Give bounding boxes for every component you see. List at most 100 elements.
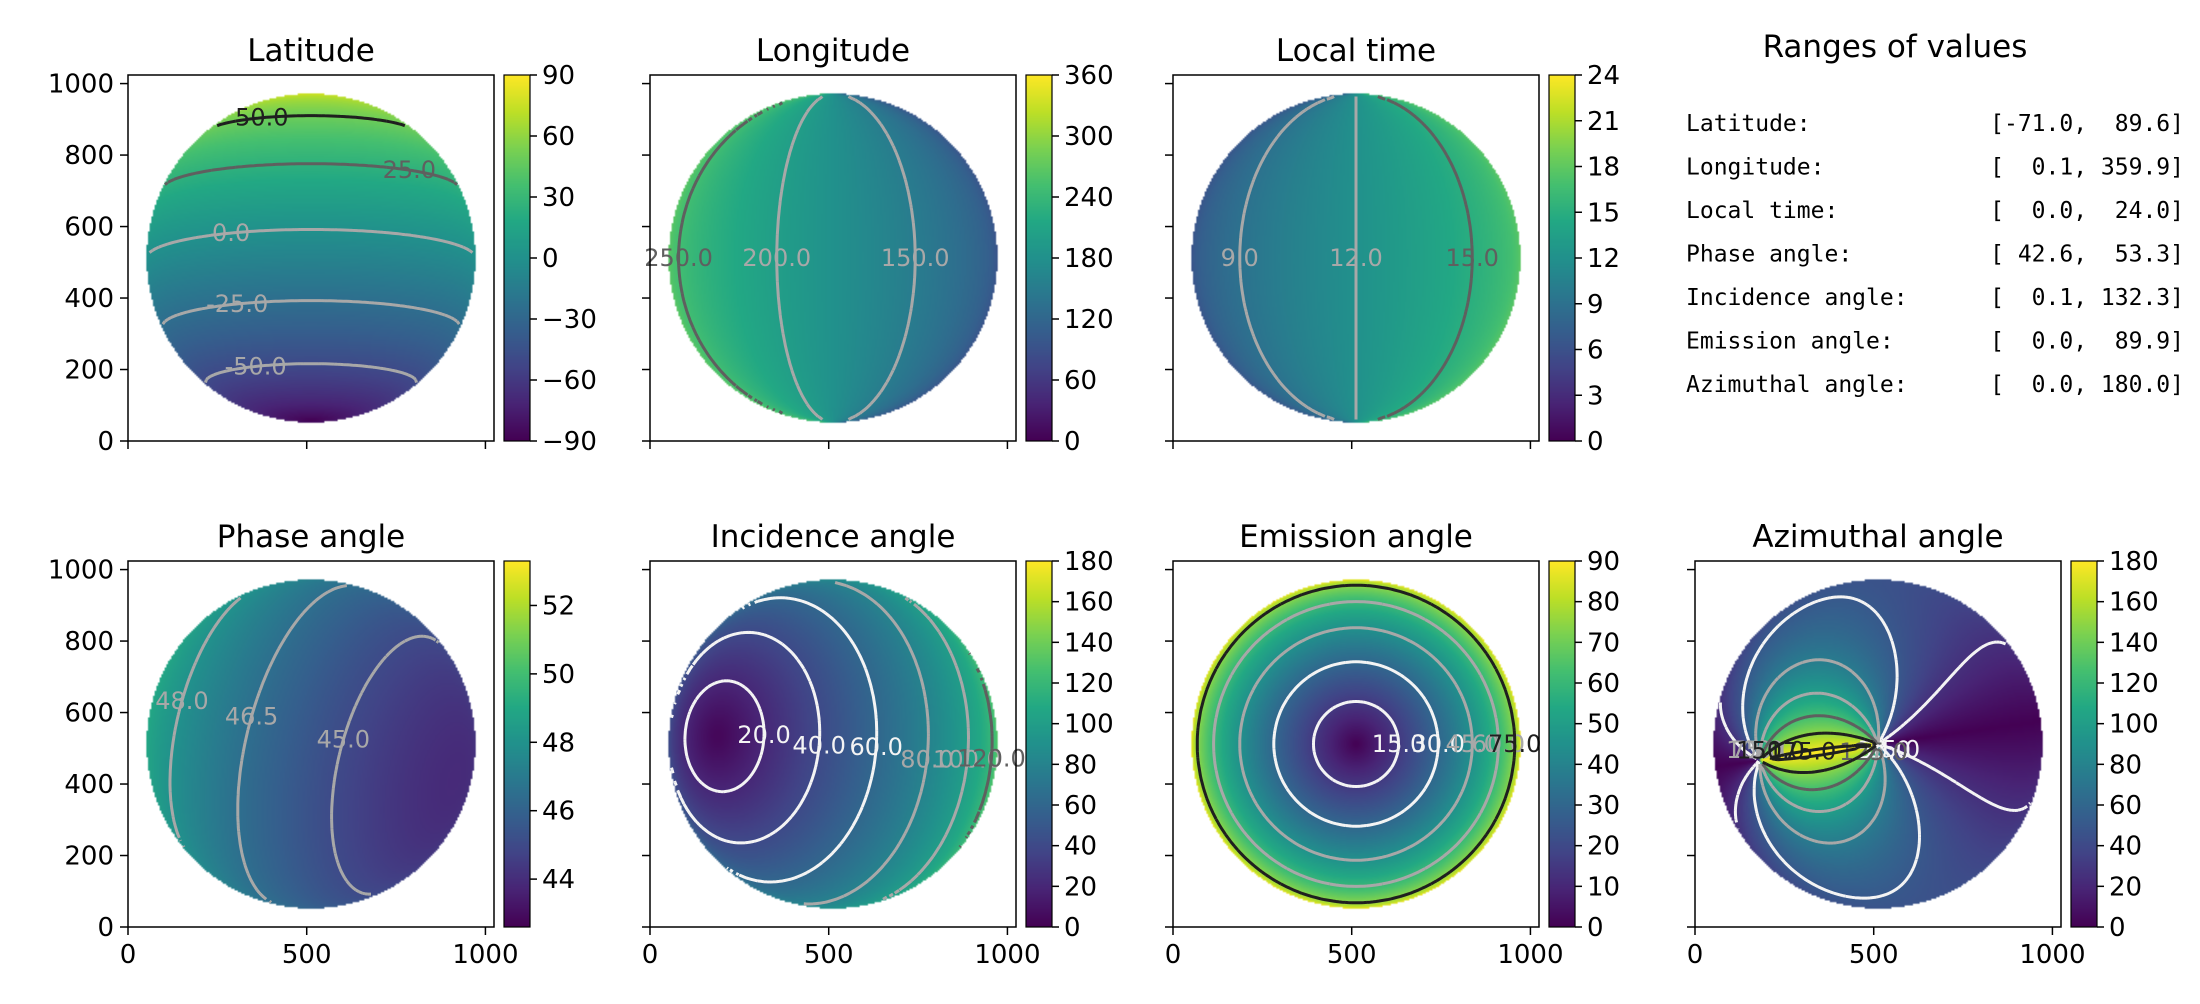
contour-label: 9.0 bbox=[1221, 244, 1259, 272]
axes-frame bbox=[1172, 74, 1540, 442]
axes-frame bbox=[649, 560, 1017, 928]
colorbar-tick-label: 300 bbox=[1064, 122, 1114, 152]
contour-line bbox=[1759, 714, 1878, 792]
contour-label: 80.0 bbox=[900, 745, 953, 773]
colorbar-tick-label: −60 bbox=[542, 366, 597, 396]
contour-label: 15.0 bbox=[1446, 244, 1499, 272]
panel-azimuth: Azimuthal angle25.050.075.0100.0125.0150… bbox=[1687, 519, 2159, 970]
contour-label: 50.0 bbox=[235, 104, 288, 132]
panel-title: Ranges of values bbox=[1763, 29, 2028, 65]
colorbar-tick-label: 18 bbox=[1587, 153, 1620, 183]
colorbar bbox=[2071, 561, 2097, 927]
contour-line bbox=[683, 679, 766, 794]
colorbar-tick-label: 90 bbox=[1587, 547, 1620, 577]
contour-line bbox=[161, 299, 461, 325]
contour-line bbox=[1769, 743, 1872, 762]
y-tick-label: 1000 bbox=[48, 70, 114, 100]
ranges-panel: Ranges of values Latitude: [-71.0, 89.6] Lo… bbox=[1686, 29, 2184, 398]
contour-label: 250.0 bbox=[644, 244, 713, 272]
colorbar-tick-label: 80 bbox=[1587, 588, 1620, 618]
contour-label: -50.0 bbox=[225, 352, 287, 380]
colorbar-tick-label: 12 bbox=[1587, 244, 1620, 274]
y-tick-label: 0 bbox=[97, 427, 114, 457]
range-value: [-71.0, 89.6] bbox=[1990, 111, 2184, 137]
colorbar-tick-label: 80 bbox=[1064, 750, 1097, 780]
colorbar-tick-label: 140 bbox=[1064, 628, 1114, 658]
contour-line bbox=[168, 596, 242, 848]
panel-title: Emission angle bbox=[1239, 519, 1473, 555]
colorbar-tick-label: −90 bbox=[542, 427, 597, 457]
contour-line bbox=[670, 630, 822, 845]
heatmap-image bbox=[128, 75, 494, 441]
colorbar-tick-label: 180 bbox=[1064, 547, 1114, 577]
colorbar-tick-label: 100 bbox=[1064, 710, 1114, 740]
colorbar-tick-label: 60 bbox=[1064, 366, 1097, 396]
colorbar-tick-label: −30 bbox=[542, 305, 597, 335]
x-tick-label: 500 bbox=[282, 940, 332, 970]
range-value: [ 0.1, 359.9] bbox=[1990, 155, 2184, 181]
heatmap-image bbox=[128, 561, 494, 927]
x-tick-label: 500 bbox=[1849, 940, 1899, 970]
axes-frame bbox=[127, 74, 495, 442]
colorbar-tick-label: 44 bbox=[542, 865, 575, 895]
panel-emission: Emission angle15.030.045.060.075.0050010… bbox=[1165, 519, 1620, 970]
x-tick-label: 1000 bbox=[2019, 940, 2085, 970]
panel-phase: Phase angle 45.0 46.5 48.0 0 200 400 600 800 1000… bbox=[48, 519, 575, 970]
contour-label: 45.0 bbox=[1446, 730, 1499, 758]
y-tick-label: 200 bbox=[64, 356, 114, 386]
panel-title: Phase angle bbox=[217, 519, 405, 555]
colorbar-tick-label: 40 bbox=[1064, 832, 1097, 862]
colorbar-tick-label: 50 bbox=[542, 660, 575, 690]
range-value: [ 42.6, 53.3] bbox=[1990, 242, 2184, 268]
contour-label: -25.0 bbox=[206, 290, 268, 318]
colorbar-tick-label: 52 bbox=[542, 591, 575, 621]
contour-label: 15.0 bbox=[1372, 730, 1425, 758]
contour-label: 25.0 bbox=[383, 156, 436, 184]
colorbar bbox=[504, 75, 530, 441]
range-name: Incidence angle: bbox=[1686, 285, 1908, 311]
colorbar-tick-label: 24 bbox=[1587, 61, 1620, 91]
contour-line bbox=[677, 95, 805, 421]
range-name: Azimuthal angle: bbox=[1686, 372, 1908, 398]
contour-label: 12.0 bbox=[1329, 244, 1382, 272]
colorbar-tick-label: 40 bbox=[2109, 832, 2142, 862]
x-tick-label: 0 bbox=[120, 940, 137, 970]
contour-label: 45.0 bbox=[317, 726, 370, 754]
y-tick-label: 400 bbox=[64, 770, 114, 800]
y-tick-label: 1000 bbox=[48, 556, 114, 586]
contour-line bbox=[958, 652, 994, 848]
panel-title: Azimuthal angle bbox=[1752, 519, 2003, 555]
contour-label: 48.0 bbox=[155, 687, 208, 715]
panel-title: Latitude bbox=[247, 33, 375, 69]
y-tick-label: 800 bbox=[64, 141, 114, 171]
range-value: [ 0.0, 89.9] bbox=[1990, 329, 2184, 355]
heatmap-image bbox=[1173, 561, 1539, 927]
contour-line bbox=[1312, 700, 1400, 788]
colorbar-tick-label: 10 bbox=[1587, 872, 1620, 902]
axes-frame bbox=[649, 74, 1017, 442]
colorbar-tick-label: 0 bbox=[1587, 427, 1604, 457]
colorbar-tick-label: 180 bbox=[1064, 244, 1114, 274]
colorbar-tick-label: 3 bbox=[1587, 381, 1604, 411]
contour-label: 175.0 bbox=[1768, 738, 1837, 766]
colorbar-tick-label: 60 bbox=[1587, 669, 1620, 699]
colorbar-tick-label: 0 bbox=[542, 244, 559, 274]
x-tick-label: 1000 bbox=[452, 940, 518, 970]
x-tick-label: 0 bbox=[1687, 940, 1704, 970]
y-tick-label: 800 bbox=[64, 627, 114, 657]
colorbar-tick-label: 160 bbox=[1064, 588, 1114, 618]
contour-line bbox=[1377, 95, 1474, 421]
colorbar-tick-label: 20 bbox=[1587, 832, 1620, 862]
contour-label: 46.5 bbox=[225, 702, 278, 730]
contour-label: 75.0 bbox=[1488, 730, 1541, 758]
colorbar-frame bbox=[2070, 560, 2098, 928]
x-tick-label: 1000 bbox=[974, 940, 1040, 970]
colorbar-tick-label: 0 bbox=[2109, 913, 2126, 943]
contour-label: 20.0 bbox=[737, 721, 790, 749]
contour-label: 0.0 bbox=[212, 219, 250, 247]
axes-frame bbox=[127, 560, 495, 928]
y-tick-label: 600 bbox=[64, 213, 114, 243]
colorbar-tick-label: 40 bbox=[1587, 750, 1620, 780]
